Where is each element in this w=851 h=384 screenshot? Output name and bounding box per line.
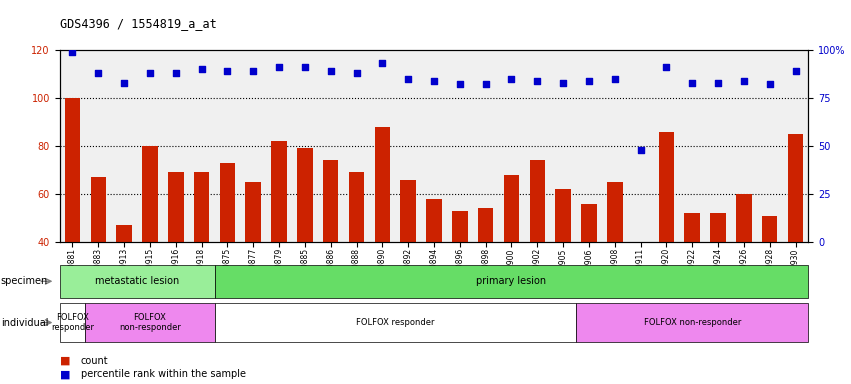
Bar [194, 172, 209, 242]
Bar [90, 177, 106, 242]
Bar [556, 189, 571, 242]
Bar [220, 163, 235, 242]
Point [272, 64, 286, 70]
Bar [607, 182, 623, 242]
Bar [142, 146, 157, 242]
Point [789, 68, 802, 74]
Point [143, 70, 157, 76]
Bar [401, 180, 416, 242]
Bar [633, 242, 648, 336]
Point [66, 49, 79, 55]
Bar [478, 209, 494, 242]
Text: ■: ■ [60, 356, 70, 366]
Point [660, 64, 673, 70]
Point [762, 81, 776, 88]
Bar [736, 194, 751, 242]
Point [634, 147, 648, 153]
Text: count: count [81, 356, 108, 366]
Text: ■: ■ [60, 369, 70, 379]
Point [402, 76, 415, 82]
Point [169, 70, 183, 76]
Bar [168, 172, 184, 242]
Point [324, 68, 338, 74]
Bar [762, 215, 778, 242]
Point [220, 68, 234, 74]
Point [453, 81, 466, 88]
Text: FOLFOX
responder: FOLFOX responder [51, 313, 94, 332]
Bar [426, 199, 442, 242]
Bar [788, 134, 803, 242]
Point [505, 76, 518, 82]
Point [530, 78, 544, 84]
Point [685, 79, 699, 86]
Point [247, 68, 260, 74]
Text: FOLFOX
non-responder: FOLFOX non-responder [119, 313, 181, 332]
Bar [297, 148, 312, 242]
Bar [711, 213, 726, 242]
Point [737, 78, 751, 84]
Point [608, 76, 621, 82]
Bar [452, 211, 467, 242]
Text: percentile rank within the sample: percentile rank within the sample [81, 369, 246, 379]
Text: specimen: specimen [1, 276, 49, 286]
Bar [374, 127, 390, 242]
Text: primary lesion: primary lesion [477, 276, 546, 286]
Point [117, 79, 131, 86]
Point [375, 60, 389, 66]
Point [557, 79, 570, 86]
Bar [245, 182, 261, 242]
Point [195, 66, 208, 72]
Text: FOLFOX non-responder: FOLFOX non-responder [643, 318, 741, 327]
Bar [659, 132, 674, 242]
Bar [65, 98, 80, 242]
Point [350, 70, 363, 76]
Point [298, 64, 311, 70]
Bar [529, 161, 545, 242]
Bar [271, 141, 287, 242]
Point [582, 78, 596, 84]
Text: GDS4396 / 1554819_a_at: GDS4396 / 1554819_a_at [60, 17, 216, 30]
Point [92, 70, 106, 76]
Bar [323, 161, 339, 242]
Bar [504, 175, 519, 242]
Point [427, 78, 441, 84]
Bar [684, 213, 700, 242]
Text: FOLFOX responder: FOLFOX responder [356, 318, 435, 327]
Point [711, 79, 725, 86]
Point [479, 81, 493, 88]
Bar [349, 172, 364, 242]
Text: metastatic lesion: metastatic lesion [95, 276, 180, 286]
Bar [581, 204, 597, 242]
Bar [117, 225, 132, 242]
Text: individual: individual [1, 318, 49, 328]
